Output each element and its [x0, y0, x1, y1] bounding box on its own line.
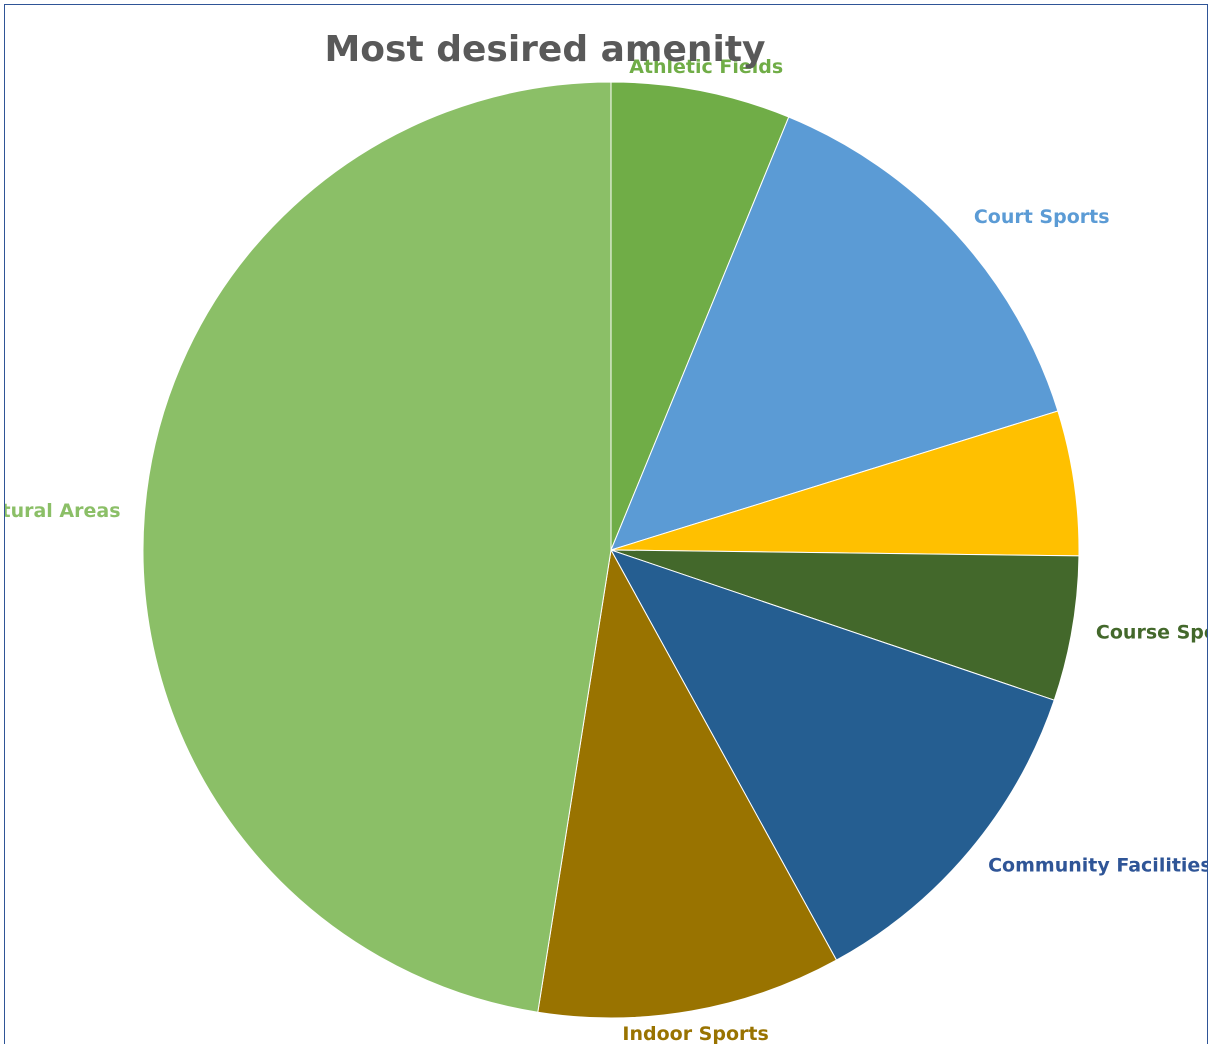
chart-frame: Athletic Fields Court Sports Course Sports… — [4, 4, 1208, 1044]
slice-label-community-facilities: Community Facilities — [988, 854, 1208, 876]
pie-slice-court-sports — [610, 116, 1059, 551]
pie-slice-athletic-fields — [610, 81, 790, 551]
pie-slice-indoor-sports — [537, 548, 838, 1019]
pie-slice-course-sports — [610, 549, 1080, 701]
chart-title: Most desired amenity — [324, 29, 765, 70]
pie-slices — [142, 81, 1080, 1019]
pie-slice-natural-areas — [142, 81, 612, 1013]
pie-slice-community-facilities — [609, 549, 1055, 961]
pie-chart: Athletic Fields Court Sports Course Sports… — [5, 29, 1208, 1044]
slice-labels: Athletic Fields Court Sports Course Sports… — [5, 56, 1208, 1044]
slice-label-indoor-sports: Indoor Sports — [622, 1023, 768, 1044]
slice-label-court-sports: Court Sports — [974, 206, 1110, 228]
pie-slice-unlabeled-2 — [610, 410, 1080, 557]
slice-label-athletic-fields: Athletic Fields — [629, 56, 783, 78]
slice-label-course-sports: Course Sports — [1096, 622, 1208, 644]
slice-label-natural-areas: Natural Areas — [5, 500, 121, 522]
